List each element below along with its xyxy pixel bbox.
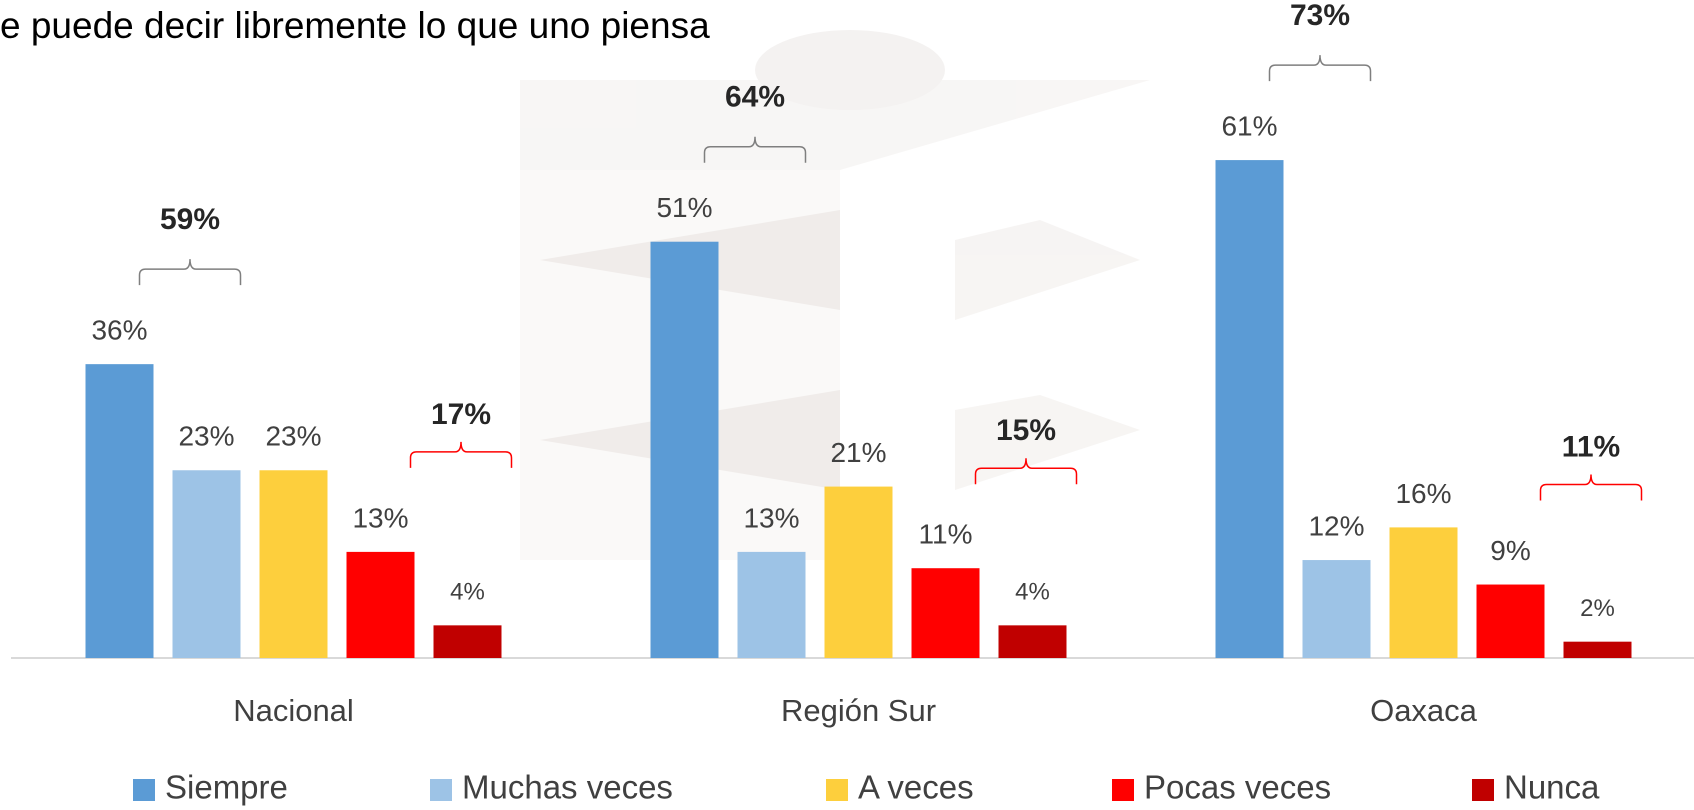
data-label: 4%: [1015, 579, 1050, 606]
bar: [260, 470, 328, 658]
chart-title: e puede decir libremente lo que uno pien…: [0, 5, 710, 46]
watermark: [520, 30, 1150, 560]
data-label: 13%: [352, 502, 408, 533]
bar: [173, 470, 241, 658]
data-label: 23%: [178, 421, 234, 452]
legend-label: Nunca: [1504, 769, 1600, 806]
bracket-label: 15%: [996, 414, 1056, 447]
bar: [434, 625, 502, 658]
legend-swatch: [430, 779, 452, 801]
data-label: 9%: [1490, 535, 1530, 566]
legend-swatch: [826, 779, 848, 801]
x-tick-label: Oaxaca: [1370, 693, 1478, 728]
bar: [825, 487, 893, 658]
legend-label: A veces: [858, 769, 974, 806]
bar: [999, 625, 1067, 658]
data-label: 36%: [91, 315, 147, 346]
data-label: 23%: [265, 421, 321, 452]
bracket-label: 59%: [160, 203, 220, 236]
bracket-label: 73%: [1290, 0, 1350, 32]
chart: e puede decir libremente lo que uno pien…: [0, 0, 1694, 810]
bar: [347, 552, 415, 658]
data-label: 21%: [830, 437, 886, 468]
legend-swatch: [1112, 779, 1134, 801]
bar: [912, 568, 980, 658]
bracket: [1270, 55, 1371, 81]
bracket: [411, 442, 512, 468]
data-label: 16%: [1395, 478, 1451, 509]
bracket-label: 11%: [1562, 430, 1620, 463]
bar: [1477, 585, 1545, 658]
bar: [1303, 560, 1371, 658]
legend-swatch: [1472, 779, 1494, 801]
page: {"chart_data": {"type": "bar", "title": …: [0, 0, 1694, 810]
bar: [1216, 160, 1284, 658]
legend-label: Pocas veces: [1144, 769, 1331, 806]
bar: [1390, 527, 1458, 658]
legend-label: Siempre: [165, 769, 288, 806]
data-label: 51%: [656, 192, 712, 223]
data-label: 2%: [1580, 595, 1615, 622]
x-tick-label: Nacional: [233, 693, 354, 728]
data-label: 11%: [919, 519, 973, 550]
bracket: [140, 259, 241, 285]
data-label: 13%: [743, 502, 799, 533]
x-tick-label: Región Sur: [781, 693, 936, 728]
data-label: 12%: [1308, 510, 1364, 541]
legend-swatch: [133, 779, 155, 801]
bracket: [1541, 475, 1642, 501]
bracket-label: 64%: [725, 81, 785, 114]
bar: [651, 242, 719, 658]
bracket-label: 17%: [431, 398, 491, 431]
legend-label: Muchas veces: [462, 769, 673, 806]
bar: [738, 552, 806, 658]
bar: [1564, 642, 1632, 658]
data-label: 61%: [1221, 110, 1277, 141]
data-label: 4%: [450, 579, 485, 606]
bar: [86, 364, 154, 658]
